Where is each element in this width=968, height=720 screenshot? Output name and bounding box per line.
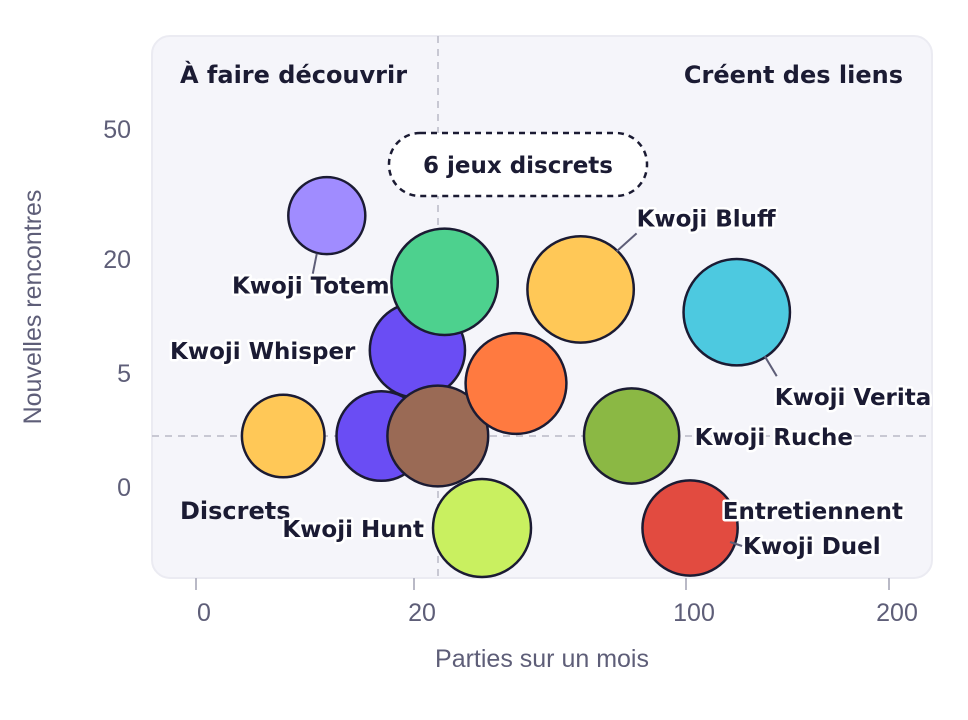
x-tick-label: 200 [876,599,918,627]
point-label: Kwoji Hunt [282,517,424,543]
leaders [311,232,778,547]
x-axis-title: Parties sur un mois [435,645,649,673]
label-leader-line [311,253,318,274]
bubble [386,384,490,488]
y-tick-label: 0 [117,474,131,502]
point-label: Kwoji Bluff [637,206,776,232]
bubble [287,175,367,256]
bubble [526,234,636,344]
y-axis-title: Nouvelles rencontres [19,190,47,425]
label-leader-line [729,541,743,547]
point-label: Kwoji Totem [232,274,390,300]
bubbles [240,175,792,579]
cluster-note: 6 jeux discrets [387,131,649,198]
bubble [390,227,500,337]
point-label: Kwoji Whisper [170,339,356,365]
bubble [641,479,739,577]
point-label: Kwoji Duel [743,534,881,560]
bubble [582,387,681,485]
cluster-note-pill [387,131,649,198]
x-ticks: 0 20 100 200 [195,578,918,627]
quadrant-label-bottom-right: Entretiennent [723,499,903,525]
y-tick-label: 5 [117,360,131,388]
bubble [240,393,326,479]
point-label: Kwoji Ruche [695,425,853,451]
quadrant-label-top-right: Créent des liens [684,61,903,89]
x-tick-label: 100 [673,599,715,627]
bubble [464,331,568,436]
point-labels: Kwoji Totem Kwoji Whisper Kwoji Bluff Kwoji… [168,204,934,563]
quadrant-label-bottom-left: Discrets [180,497,291,525]
point-label: Kwoji Verita [775,385,932,411]
quadrant-label-top-left: À faire découvrir [180,60,407,89]
bubble [682,257,792,367]
bubble [431,477,533,579]
cluster-note-text: 6 jeux discrets [423,153,613,179]
y-tick-label: 20 [103,246,131,274]
y-tick-label: 50 [103,116,131,144]
label-leader-line [763,355,778,377]
label-leader-line [615,232,638,253]
x-tick-label: 20 [408,599,436,627]
y-ticks: 0 5 20 50 [103,116,131,502]
x-tick-label: 0 [197,599,211,627]
